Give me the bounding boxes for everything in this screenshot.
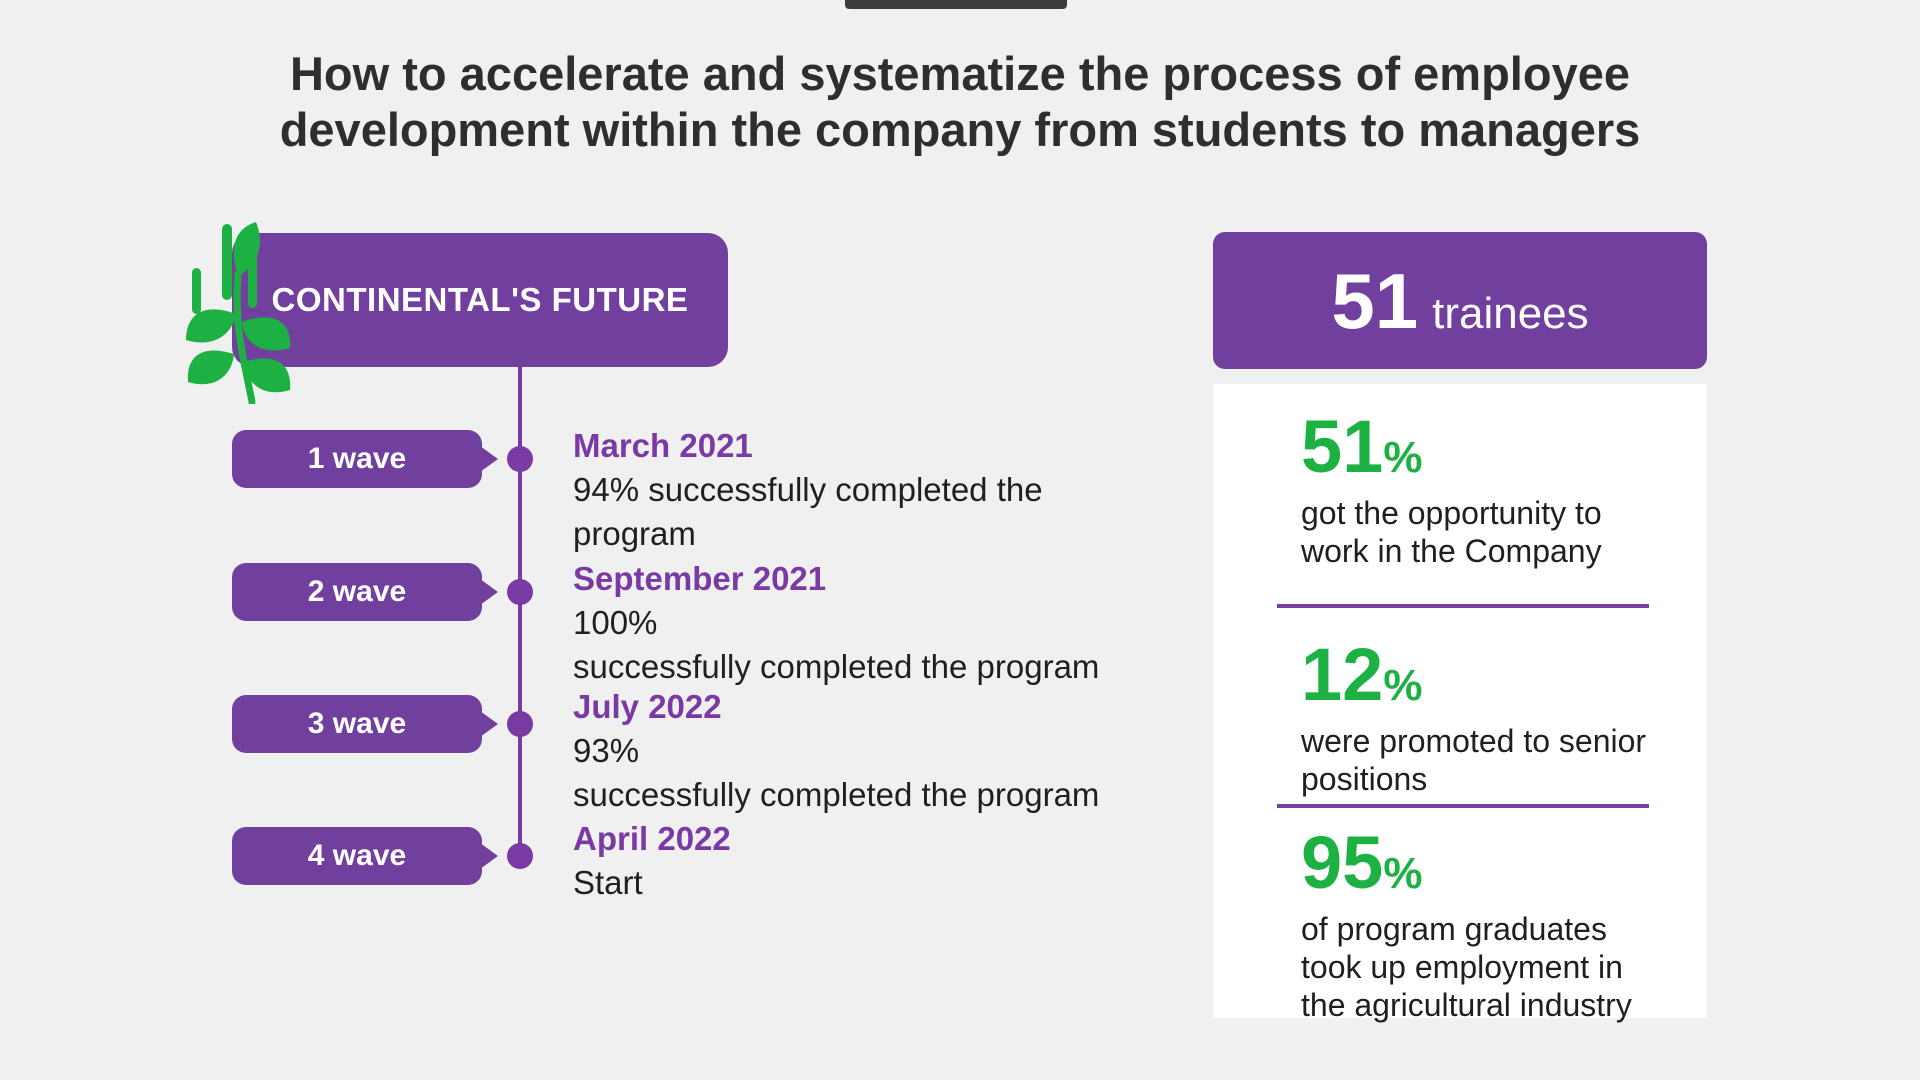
- timeline-dot-2: [507, 579, 533, 605]
- stat-employment-desc-line: the agricultural industry: [1301, 986, 1632, 1023]
- stat-promoted-value: 12%: [1301, 633, 1423, 716]
- stat-opportunity-desc-line: got the opportunity to: [1301, 494, 1602, 531]
- stat-promoted-desc-line: were promoted to senior: [1301, 722, 1647, 759]
- stat-opportunity-value: 51%: [1301, 405, 1423, 488]
- timeline-entry-2: September 2021 100% successfully complet…: [573, 557, 1099, 689]
- entry-1-desc-line: program: [573, 515, 696, 552]
- stat-promoted: 12% were promoted to senior positions: [1301, 636, 1681, 798]
- timeline-entry-1: March 2021 94% successfully completed th…: [573, 424, 1043, 556]
- entry-4-desc-line: Start: [573, 864, 643, 901]
- trainees-header-box: 51 trainees: [1213, 232, 1707, 369]
- percent-sign: %: [1383, 661, 1423, 710]
- entry-1-desc-line: 94% successfully completed the: [573, 471, 1043, 508]
- entry-2-desc-line: 100%: [573, 604, 658, 641]
- slide-title-line2: development within the company from stud…: [279, 103, 1641, 157]
- stats-card: 51% got the opportunity to work in the C…: [1213, 384, 1707, 1023]
- top-edge-bar: [845, 0, 1067, 9]
- slide-title-line1: How to accelerate and systematize the pr…: [289, 47, 1630, 100]
- stat-promoted-desc-line: positions: [1301, 760, 1428, 797]
- wave-1-label: 1 wave: [307, 442, 407, 475]
- timeline-dot-4: [507, 843, 533, 869]
- percent-sign: %: [1383, 433, 1423, 482]
- timeline-line: [518, 367, 522, 857]
- wave-1-button: 1 wave: [232, 430, 482, 488]
- wave-2-button: 2 wave: [232, 563, 482, 621]
- timeline-dot-3: [507, 711, 533, 737]
- wave-4-button: 4 wave: [232, 827, 482, 885]
- timeline-dot-1: [507, 446, 533, 472]
- stat-employment: 95% of program graduates took up employm…: [1301, 824, 1681, 1024]
- entry-1-date: March 2021: [573, 427, 753, 464]
- stat-employment-desc-line: of program graduates: [1301, 910, 1607, 947]
- entry-2-desc-line: successfully completed the program: [573, 648, 1100, 685]
- wave-4-label: 4 wave: [307, 839, 407, 872]
- trainees-count: 51: [1331, 257, 1419, 345]
- wave-3-button: 3 wave: [232, 695, 482, 753]
- stat-opportunity: 51% got the opportunity to work in the C…: [1301, 408, 1681, 570]
- wheat-icon: [186, 222, 291, 404]
- timeline-entry-3: July 2022 93% successfully completed the…: [573, 685, 1099, 817]
- entry-4-date: April 2022: [573, 820, 731, 857]
- program-header-box: CONTINENTAL'S FUTURE: [232, 233, 728, 367]
- stat-divider-2: [1277, 804, 1649, 808]
- program-title: CONTINENTAL'S FUTURE: [271, 281, 689, 318]
- timeline-entry-4: April 2022 Start: [573, 817, 731, 905]
- trainees-label: trainees: [1432, 289, 1589, 338]
- percent-sign: %: [1383, 849, 1423, 898]
- slide-title: How to accelerate and systematize the pr…: [0, 46, 1920, 159]
- wave-3-label: 3 wave: [307, 707, 407, 740]
- stat-employment-desc-line: took up employment in: [1301, 948, 1623, 985]
- stat-opportunity-desc-line: work in the Company: [1301, 532, 1602, 569]
- entry-2-date: September 2021: [573, 560, 827, 597]
- stat-divider-1: [1277, 604, 1649, 608]
- entry-3-date: July 2022: [573, 688, 722, 725]
- entry-3-desc-line: successfully completed the program: [573, 776, 1100, 813]
- entry-3-desc-line: 93%: [573, 732, 640, 769]
- wave-2-label: 2 wave: [307, 575, 407, 608]
- stat-employment-value: 95%: [1301, 821, 1423, 904]
